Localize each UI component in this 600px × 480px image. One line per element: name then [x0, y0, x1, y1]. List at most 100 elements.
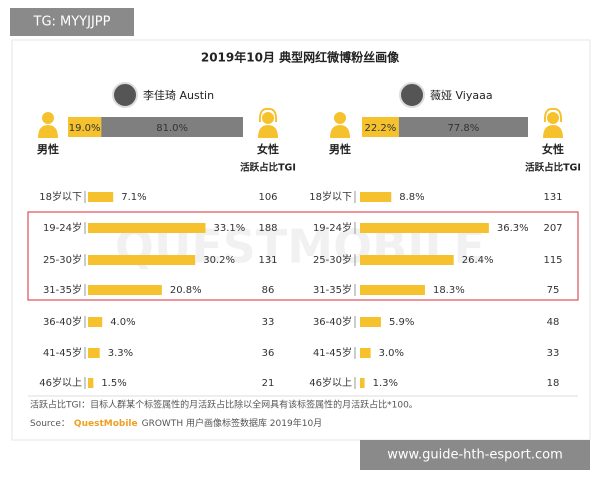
- tgi-value: 86: [262, 285, 275, 296]
- bar: [88, 255, 196, 265]
- category-label: 36-40岁: [313, 315, 352, 328]
- bar: [360, 317, 381, 327]
- female-label: 女性: [542, 142, 564, 156]
- male-icon: [38, 112, 58, 138]
- value-label: 7.1%: [121, 192, 146, 203]
- gender-segment: [68, 117, 102, 137]
- value-label: 30.2%: [203, 255, 235, 266]
- influencer-name: 李佳琦 Austin: [143, 88, 214, 102]
- tgi-value: 106: [258, 192, 277, 203]
- value-label: 20.8%: [170, 285, 202, 296]
- bar: [360, 223, 489, 233]
- icon-hair: [543, 107, 563, 123]
- gender-segment: [101, 117, 243, 137]
- bar: [360, 348, 371, 358]
- gender-label: 77.8%: [448, 123, 480, 134]
- bar: [88, 192, 114, 202]
- tgi-value: 18: [547, 378, 560, 389]
- category-label: 41-45岁: [313, 346, 352, 359]
- tgi-value: 48: [547, 317, 560, 328]
- avatar: [112, 82, 138, 108]
- category-label: 46岁以上: [39, 376, 82, 389]
- icon-body: [330, 125, 350, 138]
- tgi-value: 33: [262, 317, 275, 328]
- icon-hair: [258, 107, 278, 123]
- tag-box: [10, 8, 134, 36]
- category-label: 25-30岁: [313, 253, 352, 266]
- category-label: 36-40岁: [43, 315, 82, 328]
- value-label: 5.9%: [389, 317, 414, 328]
- icon-head: [334, 112, 346, 124]
- value-label: 1.5%: [101, 378, 126, 389]
- bar: [88, 285, 162, 295]
- category-label: 25-30岁: [43, 253, 82, 266]
- value-label: 3.3%: [108, 348, 133, 359]
- avatar: [399, 82, 425, 108]
- tgi-value: 131: [543, 192, 562, 203]
- bar: [88, 223, 206, 233]
- tag: TG: MYYJJPP: [33, 15, 111, 30]
- icon-body: [543, 125, 563, 138]
- category-label: 19-24岁: [313, 221, 352, 234]
- value-label: 26.4%: [462, 255, 494, 266]
- bar: [88, 378, 94, 388]
- tgi-header: 活跃占比TGI: [240, 162, 296, 174]
- bar: [360, 285, 425, 295]
- tgi-value: 33: [547, 348, 560, 359]
- tgi-value: 115: [543, 255, 562, 266]
- tgi-value: 21: [262, 378, 275, 389]
- gender-segment: [362, 117, 399, 137]
- icon-body: [38, 125, 58, 138]
- gender-segment: [398, 117, 528, 137]
- gender-label: 22.2%: [365, 123, 397, 134]
- url-box: [360, 440, 590, 470]
- bar: [360, 192, 392, 202]
- note: 活跃占比TGI：目标人群某个标签属性的月活跃占比除以全网具有该标签属性的月活跃占…: [30, 399, 418, 411]
- icon-head: [42, 112, 54, 124]
- value-label: 8.8%: [399, 192, 424, 203]
- tgi-value: 75: [547, 285, 560, 296]
- female-icon: [258, 107, 278, 138]
- source-prefix: Source：: [30, 419, 70, 429]
- value-label: 3.0%: [379, 348, 404, 359]
- tgi-value: 36: [262, 348, 275, 359]
- value-label: 4.0%: [110, 317, 135, 328]
- icon-body: [258, 125, 278, 138]
- category-label: 31-35岁: [313, 283, 352, 296]
- tgi-header: 活跃占比TGI: [525, 162, 581, 174]
- url: www.guide-hth-esport.com: [387, 448, 562, 463]
- bar: [88, 348, 100, 358]
- bar: [360, 378, 365, 388]
- category-label: 18岁以下: [39, 190, 82, 203]
- icon-head: [547, 112, 559, 124]
- source-brand: QuestMobile: [74, 419, 138, 429]
- tgi-value: 188: [258, 223, 277, 234]
- bar: [360, 255, 454, 265]
- female-label: 女性: [257, 142, 279, 156]
- source: Source： QuestMobile GROWTH 用户画像标签数据库 2019年…: [30, 417, 322, 429]
- highlight-box: [27, 211, 579, 301]
- value-label: 1.3%: [373, 378, 398, 389]
- gender-label: 19.0%: [69, 123, 101, 134]
- bar: [88, 317, 103, 327]
- title: 2019年10月 典型网红微博粉丝画像: [201, 50, 400, 65]
- source-text: GROWTH 用户画像标签数据库 2019年10月: [142, 417, 323, 429]
- value-label: 33.1%: [214, 223, 246, 234]
- category-label: 31-35岁: [43, 283, 82, 296]
- value-label: 36.3%: [497, 223, 529, 234]
- card: [11, 39, 591, 441]
- value-label: 18.3%: [433, 285, 465, 296]
- male-label: 男性: [329, 142, 351, 156]
- gender-label: 81.0%: [156, 123, 188, 134]
- male-label: 男性: [37, 142, 59, 156]
- category-label: 46岁以上: [309, 376, 352, 389]
- tgi-value: 207: [543, 223, 562, 234]
- category-label: 41-45岁: [43, 346, 82, 359]
- category-label: 18岁以下: [309, 190, 352, 203]
- icon-head: [262, 112, 274, 124]
- tgi-value: 131: [258, 255, 277, 266]
- female-icon: [543, 107, 563, 138]
- male-icon: [330, 112, 350, 138]
- influencer-name: 薇娅 Viyaaa: [430, 88, 493, 102]
